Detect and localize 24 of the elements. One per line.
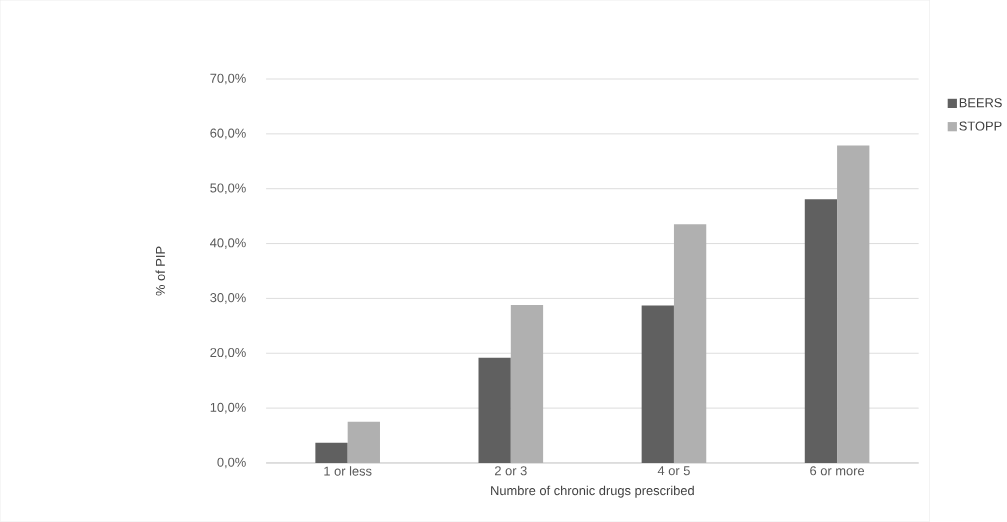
x-axis-title: Numbre of chronic drugs prescribed	[491, 485, 694, 498]
bar	[315, 442, 348, 464]
y-axis-title: % of PIP	[155, 246, 165, 296]
y-tick-label: 60,0%	[210, 128, 246, 140]
bar	[804, 199, 838, 464]
legend-label: BEERS	[959, 98, 1002, 108]
legend-label: STOPP	[959, 121, 1002, 131]
bar	[837, 145, 870, 464]
y-tick-label: 20,0%	[210, 348, 246, 359]
bar	[347, 421, 380, 464]
bar	[510, 305, 544, 464]
x-tick-label: 4 or 5	[657, 466, 690, 476]
x-tick-label: 2 or 3	[495, 466, 527, 476]
x-tick-label: 6 or more	[810, 466, 865, 476]
y-tick-label: 40,0%	[210, 238, 246, 249]
y-tick-label: 0,0%	[217, 457, 246, 469]
y-tick-label: 70,0%	[210, 73, 246, 85]
bar	[641, 305, 674, 464]
y-tick-label: 50,0%	[210, 183, 246, 195]
bar	[673, 224, 707, 464]
bar	[478, 357, 511, 464]
y-tick-label: 30,0%	[210, 293, 246, 304]
y-tick-label: 10,0%	[210, 402, 246, 414]
x-tick-label: 1 or less	[324, 466, 372, 476]
